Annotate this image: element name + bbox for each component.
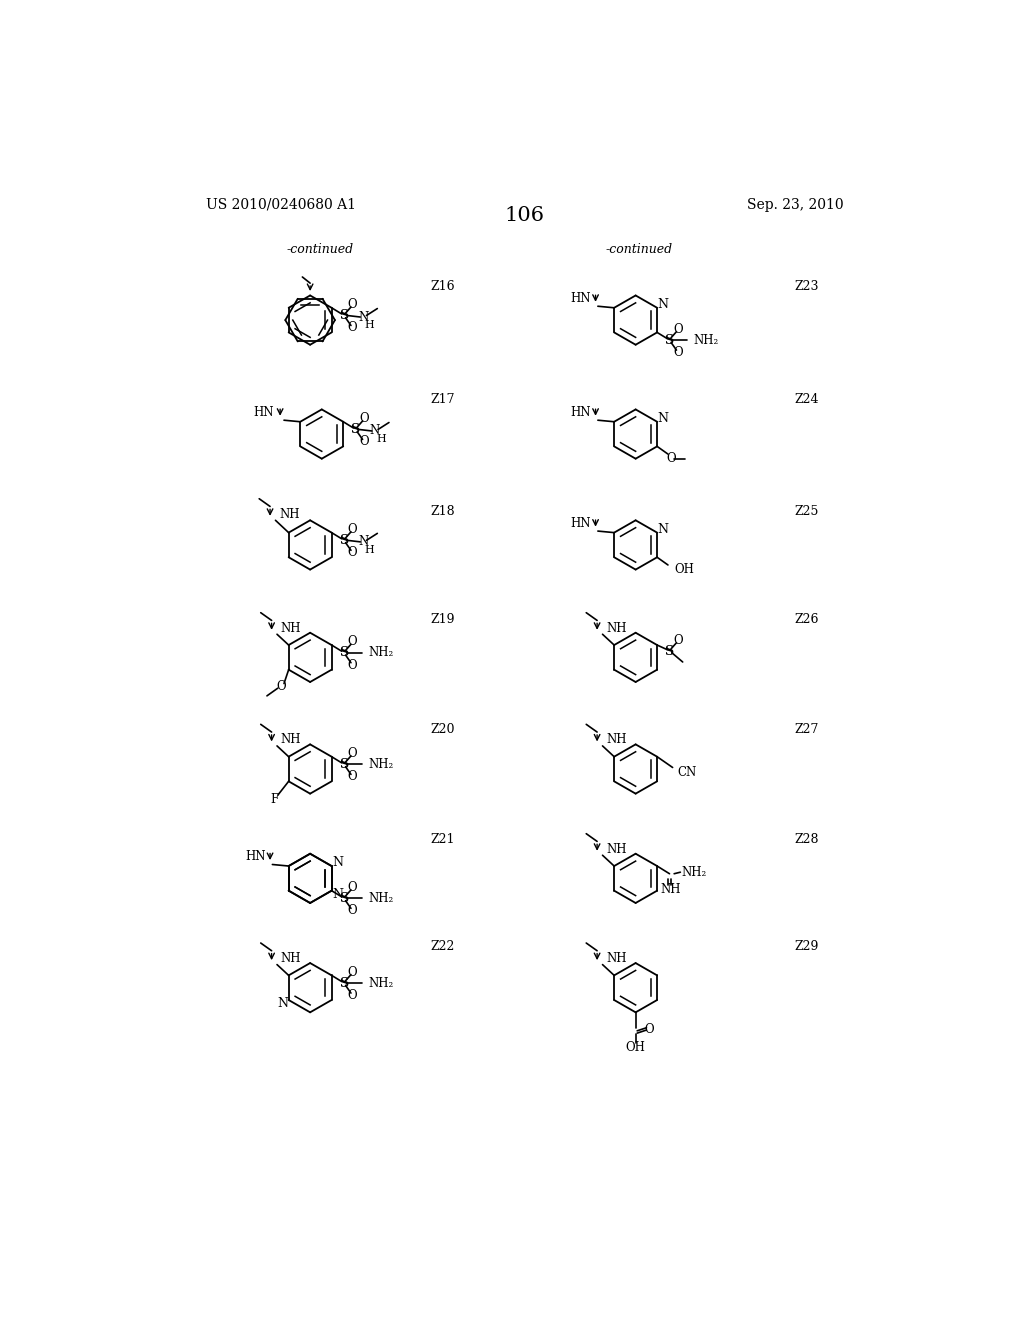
Text: O: O <box>348 298 357 312</box>
Text: Z22: Z22 <box>430 940 455 953</box>
Text: NH: NH <box>606 733 627 746</box>
Text: HN: HN <box>245 850 265 863</box>
Text: Z28: Z28 <box>795 833 819 846</box>
Text: Z25: Z25 <box>795 506 819 517</box>
Text: N: N <box>278 997 288 1010</box>
Text: H: H <box>365 319 375 330</box>
Text: NH: NH <box>660 883 681 896</box>
Text: Z18: Z18 <box>430 506 455 517</box>
Text: O: O <box>348 904 357 917</box>
Text: N: N <box>332 887 343 900</box>
Text: O: O <box>348 546 357 560</box>
Text: O: O <box>645 1023 654 1036</box>
Text: NH: NH <box>606 622 627 635</box>
Text: OH: OH <box>626 1041 645 1055</box>
Text: NH: NH <box>281 733 301 746</box>
Text: OH: OH <box>674 564 694 576</box>
Text: O: O <box>348 989 357 1002</box>
Text: S: S <box>350 422 359 436</box>
Text: HN: HN <box>570 407 591 418</box>
Text: NH₂: NH₂ <box>368 758 393 771</box>
Text: Z19: Z19 <box>430 612 455 626</box>
Text: O: O <box>667 453 676 465</box>
Text: O: O <box>276 680 286 693</box>
Text: O: O <box>348 880 357 894</box>
Text: N: N <box>332 857 343 869</box>
Text: O: O <box>673 634 683 647</box>
Text: S: S <box>339 758 348 771</box>
Text: HN: HN <box>570 292 591 305</box>
Text: 106: 106 <box>505 206 545 224</box>
Text: NH: NH <box>281 952 301 965</box>
Text: NH₂: NH₂ <box>693 334 719 347</box>
Text: N: N <box>657 298 669 310</box>
Text: S: S <box>339 892 348 906</box>
Text: S: S <box>665 644 674 657</box>
Text: O: O <box>348 770 357 783</box>
Text: NH: NH <box>606 842 627 855</box>
Text: S: S <box>339 533 348 546</box>
Text: Z29: Z29 <box>795 940 819 953</box>
Text: O: O <box>359 412 369 425</box>
Text: Sep. 23, 2010: Sep. 23, 2010 <box>748 198 844 211</box>
Text: Z27: Z27 <box>795 723 819 735</box>
Text: NH₂: NH₂ <box>682 866 708 879</box>
Text: O: O <box>348 523 357 536</box>
Text: O: O <box>348 635 357 648</box>
Text: HN: HN <box>253 407 274 418</box>
Text: Z20: Z20 <box>430 723 455 735</box>
Text: O: O <box>348 659 357 672</box>
Text: H: H <box>377 434 386 444</box>
Text: N: N <box>358 310 369 323</box>
Text: NH: NH <box>606 952 627 965</box>
Text: O: O <box>359 436 369 449</box>
Text: NH₂: NH₂ <box>368 647 393 659</box>
Text: -continued: -continued <box>287 243 353 256</box>
Text: Z17: Z17 <box>430 393 455 407</box>
Text: F: F <box>270 793 279 807</box>
Text: S: S <box>665 334 674 347</box>
Text: NH₂: NH₂ <box>368 892 393 906</box>
Text: O: O <box>348 966 357 979</box>
Text: N: N <box>657 523 669 536</box>
Text: S: S <box>339 309 348 322</box>
Text: N: N <box>358 536 369 548</box>
Text: NH: NH <box>281 622 301 635</box>
Text: O: O <box>348 321 357 334</box>
Text: H: H <box>365 545 375 554</box>
Text: US 2010/0240680 A1: US 2010/0240680 A1 <box>206 198 355 211</box>
Text: CN: CN <box>677 766 696 779</box>
Text: N: N <box>657 412 669 425</box>
Text: HN: HN <box>570 517 591 529</box>
Text: N: N <box>370 425 380 437</box>
Text: NH₂: NH₂ <box>368 977 393 990</box>
Text: O: O <box>348 747 357 760</box>
Text: -continued: -continued <box>606 243 673 256</box>
Text: NH: NH <box>280 508 300 520</box>
Text: O: O <box>673 346 683 359</box>
Text: S: S <box>339 977 348 990</box>
Text: Z26: Z26 <box>795 612 819 626</box>
Text: O: O <box>673 323 683 335</box>
Text: S: S <box>339 647 348 659</box>
Text: Z21: Z21 <box>430 833 455 846</box>
Text: Z23: Z23 <box>795 280 819 293</box>
Text: Z16: Z16 <box>430 280 455 293</box>
Text: Z24: Z24 <box>795 393 819 407</box>
